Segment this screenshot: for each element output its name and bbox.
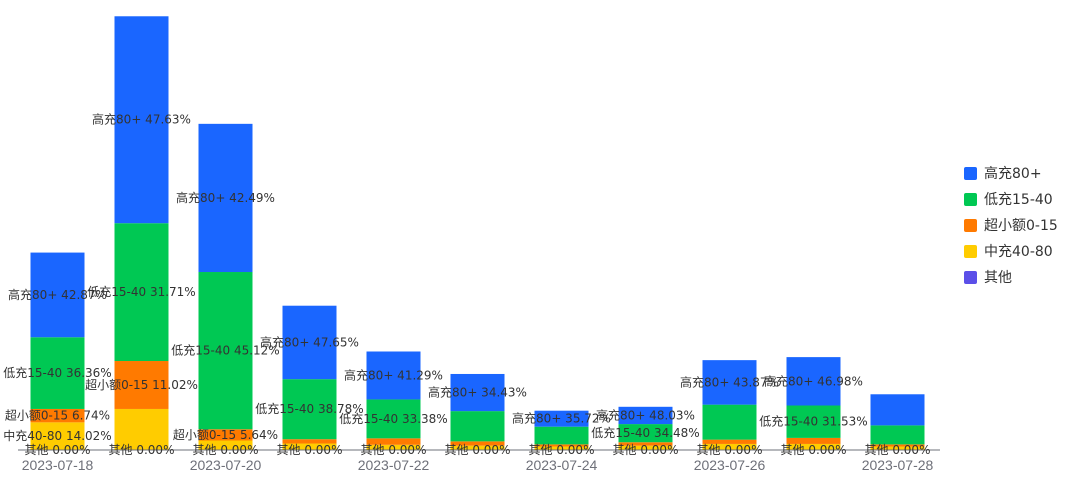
- bar-segment[interactable]: [30, 337, 85, 409]
- bar-segment[interactable]: [450, 445, 505, 450]
- legend-label: 高充80+: [984, 166, 1042, 182]
- data-label: 其他 0.00%: [529, 443, 595, 457]
- data-label: 高充80+ 47.65%: [260, 334, 359, 349]
- bar-segment[interactable]: [618, 442, 673, 446]
- bar-segment[interactable]: [618, 406, 673, 425]
- data-label: 其他 0.00%: [781, 443, 847, 457]
- data-label: 中充40-80 14.02%: [3, 428, 111, 443]
- bar-segment[interactable]: [450, 441, 505, 446]
- legend-swatch: [964, 218, 977, 232]
- bar-segment[interactable]: [198, 272, 253, 430]
- legend-swatch: [964, 166, 977, 180]
- bar-segment[interactable]: [702, 439, 757, 444]
- bar-segment[interactable]: [786, 443, 841, 450]
- data-label: 其他 0.00%: [109, 443, 175, 457]
- data-label: 其他 0.00%: [25, 443, 91, 457]
- data-label: 低充15-40 31.53%: [759, 414, 867, 429]
- bar-segment[interactable]: [786, 357, 841, 406]
- bar-segment[interactable]: [618, 424, 673, 443]
- bar-segment[interactable]: [534, 446, 589, 450]
- data-label: 低充15-40 36.36%: [3, 365, 111, 380]
- bar-segment[interactable]: [450, 411, 505, 442]
- bar-segment[interactable]: [870, 446, 925, 450]
- data-label: 低充15-40 45.12%: [171, 343, 279, 358]
- legend-swatch: [964, 270, 977, 284]
- legend-item-mid[interactable]: 中充40-80: [964, 238, 1058, 264]
- x-tick-label: 2023-07-24: [526, 457, 598, 473]
- bar-segment[interactable]: [366, 438, 421, 445]
- bar-segment[interactable]: [618, 445, 673, 450]
- data-label: 高充80+ 35.72%: [512, 411, 611, 426]
- bar-segment[interactable]: [450, 373, 505, 412]
- legend-swatch: [964, 192, 977, 206]
- data-label: 低充15-40 38.78%: [255, 401, 363, 416]
- data-label: 高充80+ 47.63%: [92, 112, 191, 127]
- legend-item-high[interactable]: 高充80+: [964, 160, 1058, 186]
- bar-segment[interactable]: [366, 399, 421, 439]
- data-label: 高充80+ 42.87%: [8, 287, 107, 302]
- bar-segment[interactable]: [30, 252, 85, 338]
- data-label: 其他 0.00%: [865, 443, 931, 457]
- data-label: 高充80+ 42.49%: [176, 190, 275, 205]
- bar-segment[interactable]: [786, 405, 841, 438]
- x-tick-label: 2023-07-20: [190, 457, 262, 473]
- x-tick-label: 2023-07-22: [358, 457, 430, 473]
- x-tick-label: 2023-07-26: [694, 457, 766, 473]
- legend-item-other[interactable]: 其他: [964, 264, 1058, 290]
- bar-segment[interactable]: [198, 429, 253, 441]
- legend-swatch: [964, 244, 977, 258]
- bar-segment[interactable]: [870, 425, 925, 445]
- data-label: 高充80+ 41.29%: [344, 367, 443, 382]
- data-label: 超小额0-15 11.02%: [85, 377, 198, 392]
- data-label: 其他 0.00%: [697, 443, 763, 457]
- legend-item-low[interactable]: 低充15-40: [964, 186, 1058, 212]
- bar-segment[interactable]: [870, 394, 925, 426]
- data-label: 高充80+ 43.87%: [680, 374, 779, 389]
- bar-segment[interactable]: [30, 422, 85, 450]
- bar-segment[interactable]: [534, 444, 589, 447]
- legend-label: 低充15-40: [984, 192, 1053, 208]
- bar-segment[interactable]: [114, 361, 169, 409]
- bar-segment[interactable]: [114, 408, 169, 450]
- bar-segment[interactable]: [534, 410, 589, 427]
- bar-segment[interactable]: [282, 443, 337, 450]
- bar-segment[interactable]: [702, 443, 757, 450]
- bar-segment[interactable]: [870, 444, 925, 447]
- legend-label: 其他: [984, 270, 1012, 286]
- legend-label: 超小额0-15: [984, 218, 1058, 234]
- bar-segment[interactable]: [786, 437, 841, 444]
- data-label: 低充15-40 33.38%: [339, 411, 447, 426]
- bar-segment[interactable]: [534, 426, 589, 445]
- bar-segment[interactable]: [198, 123, 253, 273]
- legend: 高充80+ 低充15-40 超小额0-15 中充40-80 其他: [964, 160, 1058, 290]
- bar-segment[interactable]: [366, 444, 421, 450]
- data-label: 高充80+ 46.98%: [764, 373, 863, 388]
- x-tick-label: 2023-07-28: [862, 457, 934, 473]
- stacked-bar-chart: 其他 0.00%中充40-80 14.02%超小额0-15 6.74%低充15-…: [3, 16, 940, 473]
- data-label: 高充80+ 48.03%: [596, 407, 695, 422]
- x-tick-label: 2023-07-18: [22, 457, 94, 473]
- legend-label: 中充40-80: [984, 244, 1053, 260]
- bar-segment[interactable]: [702, 404, 757, 440]
- data-label: 超小额0-15 6.74%: [5, 408, 110, 423]
- data-label: 超小额0-15 5.64%: [173, 427, 278, 442]
- bar-segment[interactable]: [702, 360, 757, 405]
- data-label: 其他 0.00%: [361, 443, 427, 457]
- bar-segment[interactable]: [114, 223, 169, 362]
- data-label: 低充15-40 34.48%: [591, 425, 699, 440]
- data-label: 其他 0.00%: [193, 443, 259, 457]
- bar-segment[interactable]: [282, 305, 337, 380]
- bar-segment[interactable]: [30, 408, 85, 423]
- data-label: 高充80+ 34.43%: [428, 385, 527, 400]
- bar-segment[interactable]: [114, 16, 169, 224]
- bar-segment[interactable]: [198, 440, 253, 450]
- legend-item-micro[interactable]: 超小额0-15: [964, 212, 1058, 238]
- data-label: 其他 0.00%: [613, 443, 679, 457]
- bar-segment[interactable]: [282, 379, 337, 440]
- data-label: 其他 0.00%: [277, 443, 343, 457]
- bar-segment[interactable]: [282, 439, 337, 444]
- data-label: 低充15-40 31.71%: [87, 284, 195, 299]
- bar-segment[interactable]: [366, 351, 421, 400]
- data-label: 其他 0.00%: [445, 443, 511, 457]
